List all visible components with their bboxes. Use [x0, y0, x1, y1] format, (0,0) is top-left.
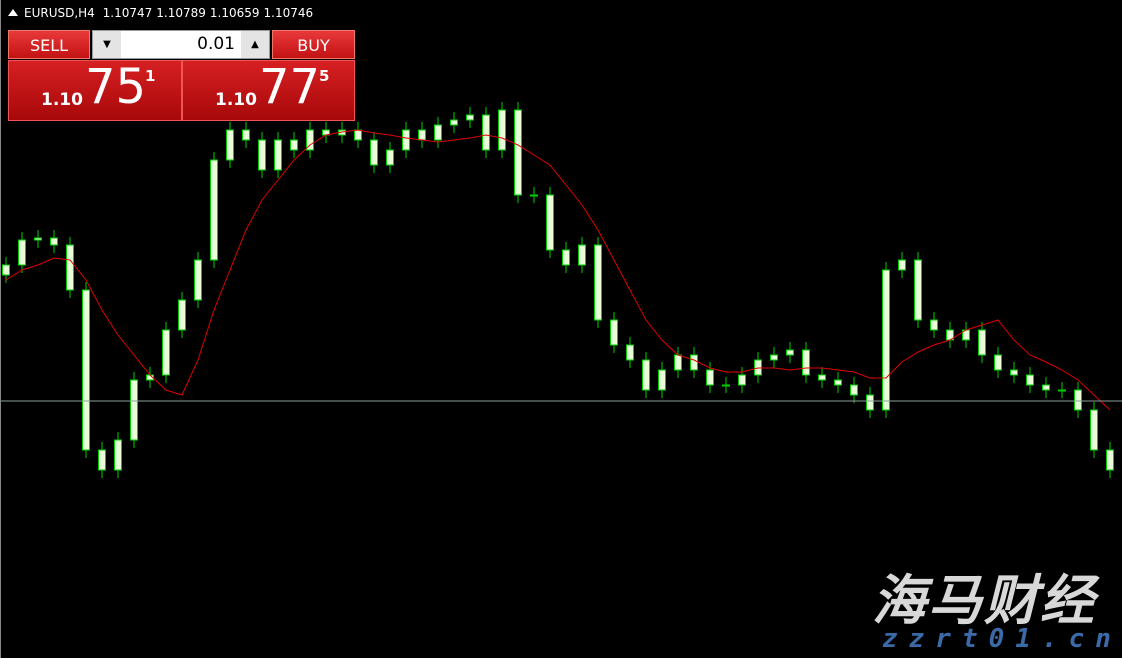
sell-button[interactable]: SELL [8, 30, 90, 59]
candle-body [130, 379, 138, 441]
moving-average [5, 129, 1111, 411]
candle-body [850, 384, 858, 396]
symbol: EURUSD,H4 [24, 6, 95, 20]
candle-body [898, 259, 906, 271]
candle-body [1058, 389, 1066, 392]
candle-body [370, 139, 378, 166]
candle-body [578, 244, 586, 266]
candle-body [834, 379, 842, 386]
candle-body [498, 109, 506, 151]
candle-body [866, 394, 874, 411]
candle-body [434, 124, 442, 141]
candle-body [1074, 389, 1082, 411]
candle-body [66, 244, 74, 291]
sell-price[interactable]: 1.10 75 1 [8, 59, 182, 121]
candle-body [50, 237, 58, 246]
candle-body [354, 129, 362, 141]
candle-body [610, 319, 618, 346]
price-pips: 77 [259, 59, 321, 115]
candle-body [418, 129, 426, 141]
candle-body [562, 249, 570, 266]
candle-body [82, 289, 90, 451]
quote-high: 1.10789 [156, 6, 206, 20]
lot-spinner: ▼ 0.01 ▲ [92, 30, 270, 59]
candle-body [258, 139, 266, 171]
watermark-title: 海马财经 [872, 569, 1096, 632]
candle-body [450, 119, 458, 126]
candle-body [658, 369, 666, 391]
candle-body [690, 354, 698, 371]
candle-body [818, 374, 826, 381]
candle-body [674, 354, 682, 371]
candle-body [930, 319, 938, 331]
chart-header: EURUSD,H4 1.10747 1.10789 1.10659 1.10746 [8, 6, 317, 20]
candle-body [1106, 449, 1114, 471]
candle-body [274, 139, 282, 171]
buy-price[interactable]: 1.10 77 5 [182, 59, 355, 121]
price-prefix: 1.10 [215, 90, 257, 110]
candle-body [770, 354, 778, 361]
lot-decrease[interactable]: ▼ [93, 31, 121, 58]
candle-body [594, 244, 602, 321]
candle-body [162, 329, 170, 376]
candle-body [738, 374, 746, 386]
price-point: 5 [319, 67, 330, 85]
quote-close: 1.10746 [263, 6, 314, 20]
candle-body [546, 194, 554, 251]
candle-body [306, 129, 314, 151]
candle-body [1090, 409, 1098, 451]
candle-body [786, 349, 794, 356]
buy-button[interactable]: BUY [272, 30, 355, 59]
candle-body [626, 344, 634, 361]
candle-body [2, 264, 10, 276]
candle-body [466, 114, 474, 121]
candle-body [882, 269, 890, 411]
candle-body [98, 449, 106, 471]
candle-body [802, 349, 810, 376]
candle-body [226, 129, 234, 161]
candle-body [386, 149, 394, 166]
candle-body [642, 359, 650, 391]
candle-body [1010, 369, 1018, 376]
candle-body [242, 129, 250, 141]
quote-low: 1.10659 [209, 6, 260, 20]
candle-body [722, 384, 730, 387]
lot-value[interactable]: 0.01 [197, 34, 235, 54]
candle-body [994, 354, 1002, 371]
candle-body [210, 159, 218, 261]
candle-body [514, 109, 522, 196]
candle-body [178, 299, 186, 331]
candle-body [482, 114, 490, 151]
collapse-icon[interactable] [8, 9, 18, 16]
candle-body [914, 259, 922, 321]
candle-body [1042, 384, 1050, 391]
candle-body [530, 194, 538, 197]
candle-body [290, 139, 298, 151]
candle-body [18, 239, 26, 266]
quote-open: 1.10747 [102, 6, 153, 20]
candle-body [34, 237, 42, 241]
candle-body [194, 259, 202, 301]
candle-body [706, 369, 714, 386]
candle-body [402, 129, 410, 151]
candle-body [978, 329, 986, 356]
lot-increase[interactable]: ▲ [241, 31, 269, 58]
price-prefix: 1.10 [41, 90, 83, 110]
price-point: 1 [145, 67, 156, 85]
candle-body [114, 439, 122, 471]
price-pips: 75 [85, 59, 147, 115]
candle-body [1026, 374, 1034, 386]
watermark-url: zzrt01.cn [882, 624, 1122, 654]
